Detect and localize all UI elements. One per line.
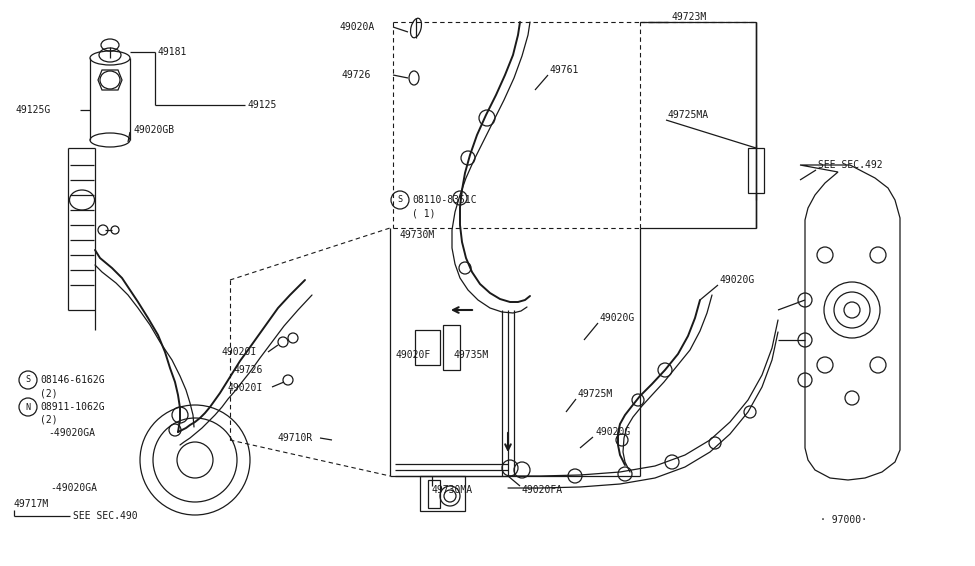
Text: 49735M: 49735M [453, 350, 488, 360]
Text: 49020A: 49020A [340, 22, 375, 32]
Text: 49020GB: 49020GB [133, 125, 175, 135]
Text: 49020I: 49020I [222, 347, 257, 357]
Text: 08911-1062G: 08911-1062G [40, 402, 104, 412]
Text: 49723M: 49723M [672, 12, 707, 22]
Text: 49726: 49726 [234, 365, 263, 375]
Text: 49125G: 49125G [15, 105, 51, 115]
Text: 49725M: 49725M [578, 389, 613, 399]
Text: 49020F: 49020F [395, 350, 430, 360]
Text: 49710R: 49710R [278, 433, 313, 443]
Text: (2): (2) [40, 415, 58, 425]
Text: 49730MA: 49730MA [432, 485, 473, 495]
Text: 49181: 49181 [158, 47, 187, 57]
Text: SEE SEC.492: SEE SEC.492 [818, 160, 882, 170]
Text: N: N [25, 402, 30, 411]
Text: 49020G: 49020G [720, 275, 756, 285]
Text: S: S [398, 195, 403, 204]
Text: ( 1): ( 1) [412, 208, 436, 218]
Text: 49717M: 49717M [14, 499, 50, 509]
Circle shape [844, 302, 860, 318]
Text: 08110-8351C: 08110-8351C [412, 195, 477, 205]
Text: 49725MA: 49725MA [668, 110, 709, 120]
Text: S: S [25, 375, 30, 384]
Text: · 97000·: · 97000· [820, 515, 867, 525]
Bar [748, 148, 764, 193]
Text: -49020GA: -49020GA [48, 428, 95, 438]
Text: (2): (2) [40, 388, 58, 398]
Text: 08146-6162G: 08146-6162G [40, 375, 104, 385]
Text: 49020G: 49020G [595, 427, 630, 437]
Text: 49761: 49761 [550, 65, 579, 75]
Text: 49726: 49726 [342, 70, 371, 80]
Text: 49020FA: 49020FA [522, 485, 564, 495]
Text: -49020GA: -49020GA [50, 483, 97, 493]
Text: 49020G: 49020G [600, 313, 636, 323]
Text: SEE SEC.490: SEE SEC.490 [73, 511, 137, 521]
Text: 49020I: 49020I [228, 383, 263, 393]
Text: 49730M: 49730M [400, 230, 435, 240]
Text: 49125: 49125 [248, 100, 277, 110]
Bar [420, 476, 465, 511]
